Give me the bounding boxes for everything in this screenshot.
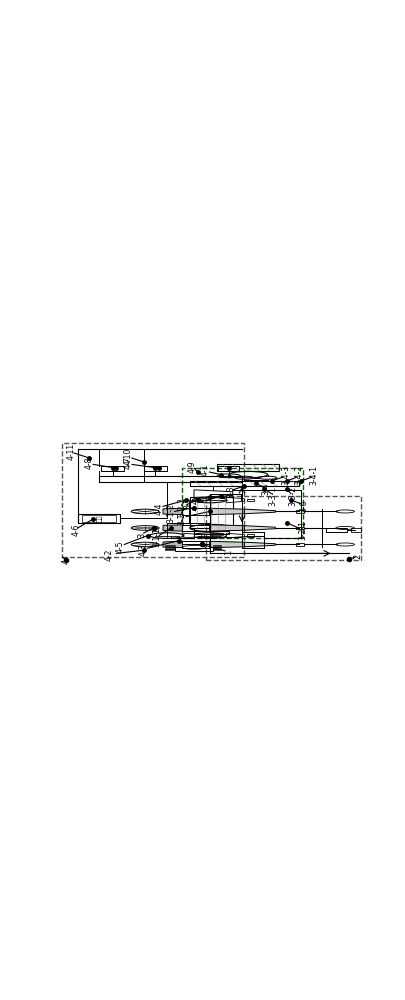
Text: 4-1: 4-1 xyxy=(201,464,210,476)
Bar xyxy=(101,466,124,471)
Bar xyxy=(194,531,229,534)
Polygon shape xyxy=(163,541,182,548)
Polygon shape xyxy=(163,508,182,515)
Text: 3-1-1: 3-1-1 xyxy=(152,528,161,547)
Text: 4-10: 4-10 xyxy=(124,448,132,465)
Text: 1: 1 xyxy=(224,550,233,555)
Text: 3-4-3: 3-4-3 xyxy=(281,465,290,485)
Bar xyxy=(296,510,304,513)
Polygon shape xyxy=(226,497,244,503)
Text: 3-2: 3-2 xyxy=(190,498,198,511)
Text: 4-3: 4-3 xyxy=(139,544,148,556)
Bar xyxy=(351,528,360,532)
Polygon shape xyxy=(184,533,202,538)
Bar xyxy=(247,534,254,537)
Bar xyxy=(144,466,167,471)
Text: 3-1-2: 3-1-2 xyxy=(166,503,175,523)
Polygon shape xyxy=(209,525,244,531)
Text: 3: 3 xyxy=(137,532,146,538)
Text: 2: 2 xyxy=(354,553,363,559)
Polygon shape xyxy=(163,525,182,531)
Bar xyxy=(182,541,209,548)
Bar xyxy=(190,497,233,528)
Text: 3-2-2: 3-2-2 xyxy=(178,497,187,517)
Bar xyxy=(82,515,117,522)
Text: 3-3-2: 3-3-2 xyxy=(288,486,297,506)
Bar xyxy=(218,466,239,471)
Polygon shape xyxy=(244,526,275,530)
Polygon shape xyxy=(194,490,233,497)
Bar xyxy=(182,525,209,531)
Text: 3-6: 3-6 xyxy=(300,499,309,512)
Bar xyxy=(247,499,254,501)
Bar xyxy=(204,534,212,537)
Polygon shape xyxy=(209,508,244,515)
Text: 3-4-1: 3-4-1 xyxy=(310,465,319,485)
Text: 储罐: 储罐 xyxy=(97,515,102,522)
Polygon shape xyxy=(226,533,244,538)
Text: 3-3-1: 3-3-1 xyxy=(269,486,277,506)
Text: 4-9: 4-9 xyxy=(188,460,197,473)
Bar xyxy=(175,544,213,551)
Bar xyxy=(296,543,304,546)
Text: 4-2: 4-2 xyxy=(104,549,113,561)
Polygon shape xyxy=(244,542,275,547)
Polygon shape xyxy=(244,509,275,514)
Bar xyxy=(99,476,242,482)
Bar xyxy=(182,468,303,538)
Text: 4-7: 4-7 xyxy=(124,456,132,469)
Bar xyxy=(190,481,298,486)
Text: 3-3: 3-3 xyxy=(226,485,235,498)
Bar xyxy=(62,443,244,557)
Bar xyxy=(326,528,347,532)
Polygon shape xyxy=(209,541,244,548)
Text: 3-5: 3-5 xyxy=(183,497,192,509)
Bar xyxy=(217,464,279,471)
Text: 4-5: 4-5 xyxy=(116,540,125,553)
Text: 4: 4 xyxy=(62,558,70,564)
Text: 3-4: 3-4 xyxy=(262,483,271,495)
Text: 4-11: 4-11 xyxy=(67,442,76,460)
Text: 3-2-1: 3-2-1 xyxy=(298,520,307,540)
Text: 4-6: 4-6 xyxy=(72,524,81,536)
Bar xyxy=(296,527,304,529)
Text: 4-8: 4-8 xyxy=(85,456,94,469)
Bar xyxy=(206,496,360,560)
Bar xyxy=(209,533,224,535)
Text: 4-4: 4-4 xyxy=(155,502,164,515)
Bar xyxy=(182,508,209,515)
Text: 3-4-2: 3-4-2 xyxy=(295,465,304,485)
Text: 3-1: 3-1 xyxy=(178,512,187,525)
Bar xyxy=(78,514,120,523)
